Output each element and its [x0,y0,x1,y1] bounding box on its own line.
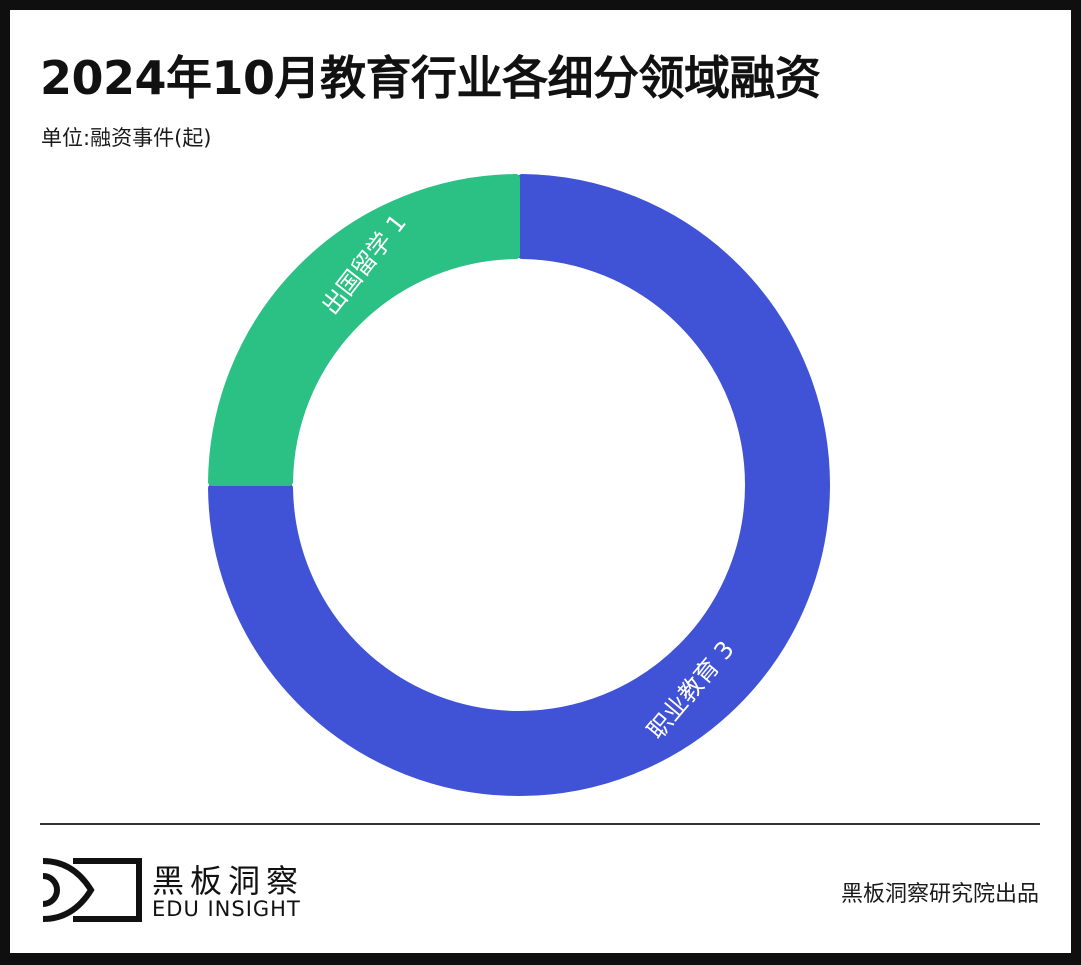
footer-divider [40,823,1040,825]
brand-name-en: EDU INSIGHT [152,897,301,921]
eye-frame-icon [43,858,142,922]
chart-card: 2024年10月教育行业各细分领域融资 单位:融资事件(起) 职业教育 3 出国留… [10,10,1071,953]
credit-text: 黑板洞察研究院出品 [840,882,1039,907]
donut-segment-1 [208,174,520,486]
chart-title: 2024年10月教育行业各细分领域融资 [40,51,821,105]
donut-segment-0 [208,174,830,796]
chart-unit-label: 单位:融资事件(起) [41,126,212,150]
donut-segments [208,174,830,796]
brand-name-cn: 黑板洞察 [152,862,305,900]
